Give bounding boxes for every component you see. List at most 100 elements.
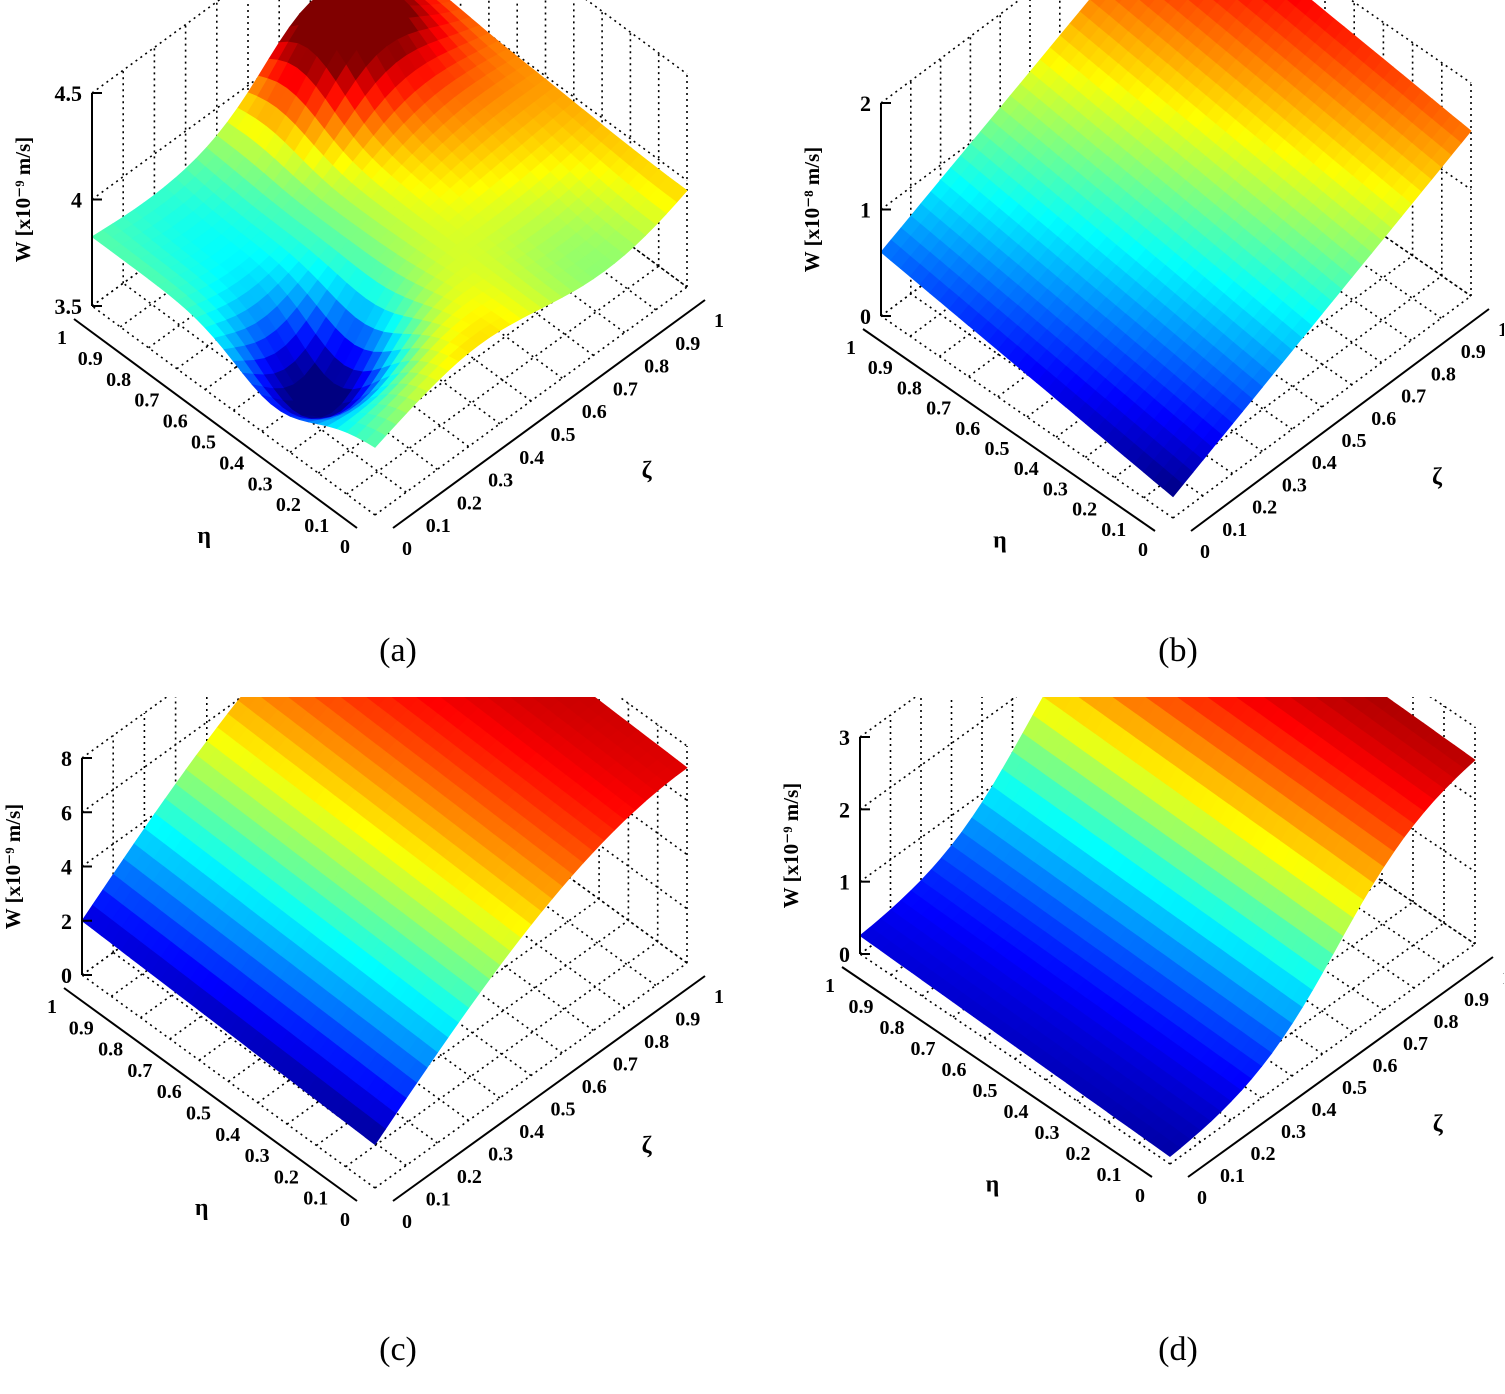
zeta-tick-label: 0.1 (426, 1189, 451, 1211)
eta-tick-label: 0.3 (245, 1145, 270, 1167)
eta-axis-line (63, 987, 358, 1202)
z-tick-label: 1 (839, 870, 850, 895)
eta-axis-line (862, 328, 1156, 532)
eta-tick-label: 0.1 (1101, 519, 1126, 541)
zeta-tick-label: 0.9 (1464, 989, 1489, 1011)
zeta-tick-label: 1 (1502, 967, 1504, 989)
eta-tick-label: 0.2 (1066, 1143, 1091, 1165)
eta-axis-label: η (195, 1195, 209, 1221)
eta-tick-label: 0 (1138, 539, 1148, 561)
zeta-tick-label: 0.2 (457, 492, 482, 514)
z-axis-label: W [x10⁻⁹ m/s] (11, 137, 35, 263)
zeta-tick-label: 0.4 (519, 1121, 544, 1143)
surface-patch (313, 697, 322, 701)
zeta-axis-label: ζ (642, 458, 653, 484)
zeta-axis-label: ζ (642, 1132, 653, 1158)
surface-patch (552, 697, 566, 703)
surface-patch (364, 430, 387, 448)
surface-patch (573, 697, 585, 702)
z-tick-label: 4.5 (55, 81, 83, 106)
surface (880, 0, 1472, 498)
surface-patch (1211, 0, 1221, 5)
eta-tick-label: 0.3 (1043, 478, 1068, 500)
zeta-tick-label: 0.4 (1312, 1099, 1337, 1121)
eta-tick-label: 0.1 (303, 1188, 328, 1210)
zeta-axis-line (392, 299, 706, 529)
z-tick-label: 2 (860, 91, 871, 116)
surface-patch (1113, 0, 1123, 5)
zeta-tick-label: 0.3 (488, 470, 513, 492)
eta-tick-label: 0.2 (276, 494, 301, 516)
eta-axis-label: η (986, 1172, 1000, 1198)
caption-d: (d) (1158, 1331, 1198, 1368)
zeta-tick-label: 0.6 (582, 401, 607, 423)
eta-tick-label: 0.9 (78, 348, 103, 370)
eta-tick-label: 0.6 (157, 1081, 182, 1103)
zeta-tick-label: 0.8 (644, 1031, 669, 1053)
eta-tick-label: 0.8 (880, 1017, 905, 1039)
zeta-tick-label: 0 (402, 538, 412, 560)
z-tick-label: 6 (61, 800, 72, 825)
z-axis-label: W [x10⁻⁹ m/s] (1, 804, 25, 930)
caption-b: (b) (1158, 632, 1198, 669)
z-tick-label: 4 (61, 855, 72, 880)
eta-tick-label: 0.6 (942, 1059, 967, 1081)
zeta-tick-label: 0.4 (519, 447, 544, 469)
eta-tick-label: 0.7 (134, 390, 159, 412)
eta-tick-label: 0.7 (127, 1060, 152, 1082)
zeta-tick-label: 0.6 (1371, 408, 1396, 430)
eta-tick-label: 1 (825, 975, 835, 997)
zeta-tick-label: 0 (1200, 541, 1210, 563)
z-tick-label: 1 (860, 198, 871, 223)
eta-tick-label: 0.3 (248, 473, 273, 495)
surface-patch (364, 1121, 386, 1146)
zeta-axis-line (1187, 956, 1494, 1178)
zeta-tick-label: 0.5 (1342, 430, 1367, 452)
zeta-axis-label: ζ (1432, 464, 1443, 490)
zeta-tick-label: 0.2 (1252, 497, 1277, 519)
zeta-tick-label: 1 (714, 986, 724, 1008)
eta-tick-label: 0.8 (897, 377, 922, 399)
surface-patch (1261, 0, 1270, 5)
zeta-tick-label: 0.9 (675, 1009, 700, 1031)
eta-tick-label: 0.4 (1004, 1101, 1029, 1123)
zeta-tick-label: 0.9 (675, 333, 700, 355)
eta-tick-label: 0.4 (1014, 458, 1039, 480)
zeta-tick-label: 0.8 (1431, 363, 1456, 385)
zeta-tick-label: 0.5 (1342, 1077, 1367, 1099)
z-tick-label: 0 (860, 304, 871, 329)
eta-tick-label: 0 (340, 536, 350, 558)
eta-tick-label: 1 (57, 327, 67, 349)
z-axis-label: W [x10⁻⁹ m/s] (779, 783, 803, 909)
eta-axis-line (73, 318, 358, 529)
zeta-tick-label: 0.3 (1282, 474, 1307, 496)
zeta-tick-label: 0.7 (1401, 386, 1426, 408)
zeta-tick-label: 0.3 (1281, 1121, 1306, 1143)
zeta-tick-label: 0.6 (1373, 1055, 1398, 1077)
surface-patch (1159, 1140, 1181, 1158)
eta-tick-label: 0 (1135, 1185, 1145, 1207)
zeta-tick-label: 1 (714, 310, 724, 332)
eta-axis-label: η (993, 528, 1007, 554)
zeta-axis-label: ζ (1433, 1111, 1444, 1137)
z-tick-label: 2 (839, 797, 850, 822)
zeta-axis-line (392, 975, 706, 1202)
eta-tick-label: 0.8 (106, 369, 131, 391)
zeta-tick-label: 0.8 (644, 356, 669, 378)
eta-axis-line (841, 966, 1153, 1178)
zeta-tick-label: 0.7 (1403, 1033, 1428, 1055)
surface (81, 697, 688, 1146)
zeta-tick-label: 0.6 (582, 1076, 607, 1098)
eta-tick-label: 0.1 (1097, 1164, 1122, 1186)
eta-tick-label: 0.7 (911, 1038, 936, 1060)
surface (859, 697, 1476, 1158)
z-tick-label: 0 (61, 963, 72, 988)
z-tick-label: 0 (839, 942, 850, 967)
eta-tick-label: 0.4 (215, 1124, 240, 1146)
